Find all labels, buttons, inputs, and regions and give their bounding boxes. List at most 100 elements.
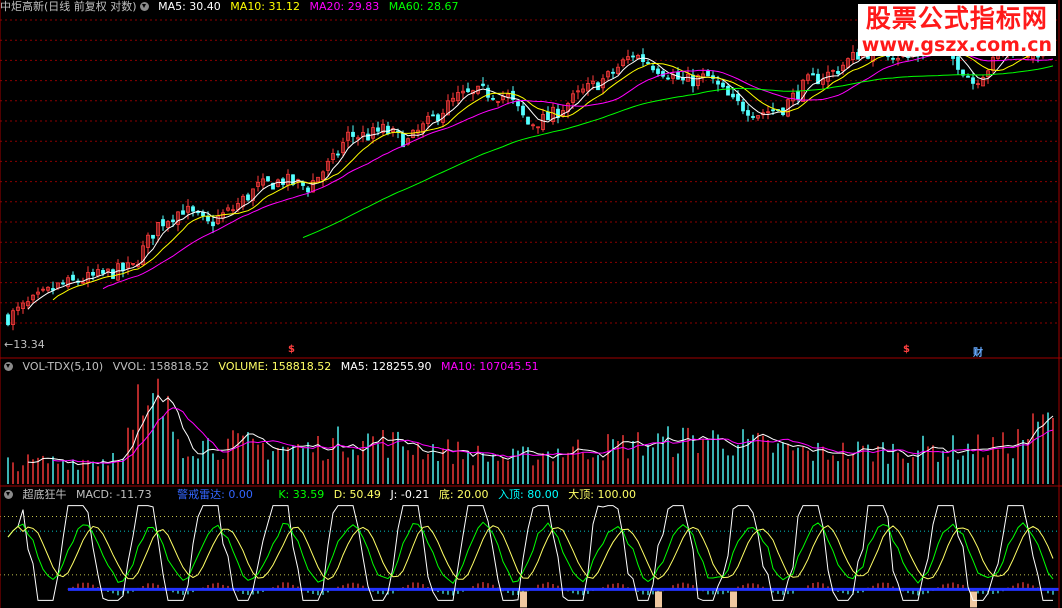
indicator-level-lines — [0, 516, 1059, 576]
candle-body — [851, 52, 855, 61]
indicator-kdj-lines — [7, 505, 1054, 601]
candle-body — [716, 80, 720, 85]
candle-body — [526, 116, 530, 125]
candle-body — [506, 93, 510, 98]
dropdown-icon[interactable] — [4, 490, 13, 499]
candle-body — [586, 83, 590, 92]
candle-body — [291, 174, 295, 185]
candle-body — [576, 90, 580, 93]
candle-body — [636, 55, 640, 59]
candle-body — [316, 176, 320, 183]
dropdown-icon[interactable] — [139, 2, 149, 11]
event-mark-finance[interactable]: 财 — [973, 348, 983, 359]
event-mark-dividend[interactable]: $ — [903, 344, 910, 355]
candle-body — [446, 100, 450, 116]
k-label: K: 33.59 — [278, 488, 325, 501]
candle-body — [226, 207, 230, 211]
volume-title[interactable]: VOL-TDX(5,10) — [22, 360, 104, 373]
candle-body — [631, 55, 635, 58]
candle-body — [171, 219, 175, 223]
vvol-label: VVOL: 158818.52 — [112, 360, 210, 373]
candle-body — [536, 126, 540, 129]
candle-body — [331, 153, 335, 160]
candle-body — [426, 115, 430, 124]
candle-body — [61, 282, 65, 285]
candle-body — [616, 66, 620, 74]
signal-marker — [655, 591, 662, 608]
candle-body — [806, 74, 810, 81]
candle-body — [251, 188, 255, 201]
candle-body — [206, 216, 210, 222]
indicator-title[interactable]: 超底狂牛 — [22, 488, 67, 501]
candle-body — [696, 75, 700, 86]
candle-body — [531, 124, 535, 127]
candle-body — [101, 269, 105, 274]
ma5-line — [27, 46, 1054, 310]
candle-body — [16, 306, 20, 311]
candle-body — [451, 97, 455, 102]
candle-body — [646, 62, 650, 64]
candle-body — [71, 274, 75, 281]
candle-body — [461, 90, 465, 94]
candle-body — [111, 269, 115, 279]
indicator-panel-header: 超底狂牛 MACD: -11.73 警戒雷达: 0.00 K: 33.59 D:… — [0, 488, 642, 502]
candle-body — [621, 59, 625, 66]
vol-ma10-line — [52, 407, 1054, 464]
candle-body — [986, 70, 990, 78]
candle-body — [491, 98, 495, 100]
candle-body — [231, 209, 235, 212]
d-label: D: 50.49 — [333, 488, 381, 501]
price-moving-averages — [27, 46, 1054, 310]
ma60-label: MA60: 28.67 — [388, 0, 459, 13]
candle-body — [551, 106, 555, 123]
candle-body — [466, 88, 470, 93]
dropdown-icon[interactable] — [4, 362, 13, 371]
candle-body — [611, 71, 615, 74]
candle-body — [306, 187, 310, 193]
candle-body — [126, 262, 130, 269]
candle-body — [591, 80, 595, 85]
vol-ma10-label: MA10: 107045.51 — [440, 360, 539, 373]
candle-body — [511, 90, 515, 100]
candle-body — [956, 56, 960, 70]
price-panel-header: 中炬高新(日线 前复权 对数) MA5: 30.40 MA10: 31.12 M… — [0, 0, 464, 14]
candle-body — [46, 286, 50, 291]
candle-body — [651, 65, 655, 71]
candle-body — [836, 71, 840, 74]
radar-label: 警戒雷达: 0.00 — [177, 488, 253, 501]
candle-body — [106, 268, 110, 272]
volume-moving-averages — [27, 394, 1054, 466]
ma20-line — [102, 51, 1054, 290]
ma10-label: MA10: 31.12 — [230, 0, 301, 13]
stock-title[interactable]: 中炬高新(日线 前复权 对数) — [0, 0, 137, 13]
candle-body — [336, 153, 340, 156]
candle-body — [11, 310, 15, 326]
candle-body — [896, 58, 900, 61]
candle-body — [721, 82, 725, 88]
volume-label: VOLUME: 158818.52 — [218, 360, 332, 373]
candle-body — [766, 111, 770, 114]
candle-body — [441, 112, 445, 123]
j-label: J: -0.21 — [390, 488, 430, 501]
candle-body — [891, 57, 895, 60]
candle-body — [976, 83, 980, 85]
candle-body — [741, 101, 745, 112]
candle-body — [141, 245, 145, 265]
price-grid — [0, 19, 1060, 324]
candle-body — [756, 115, 760, 119]
watermark: 股票公式指标网 www.gszx.com.cn — [857, 4, 1056, 56]
candle-body — [401, 133, 405, 148]
candle-body — [211, 221, 215, 227]
bottom-level-label: 底: 20.00 — [438, 488, 489, 501]
candle-body — [841, 64, 845, 71]
candle-body — [821, 78, 825, 85]
event-mark-dividend[interactable]: $ — [288, 344, 295, 355]
watermark-url: www.gszx.com.cn — [857, 34, 1056, 56]
candle-body — [186, 205, 190, 213]
candle-body — [326, 160, 330, 171]
candle-body — [256, 181, 260, 187]
candle-body — [706, 70, 710, 77]
macd-label: MACD: -11.73 — [76, 488, 152, 501]
ma5-label: MA5: 30.40 — [158, 0, 221, 13]
